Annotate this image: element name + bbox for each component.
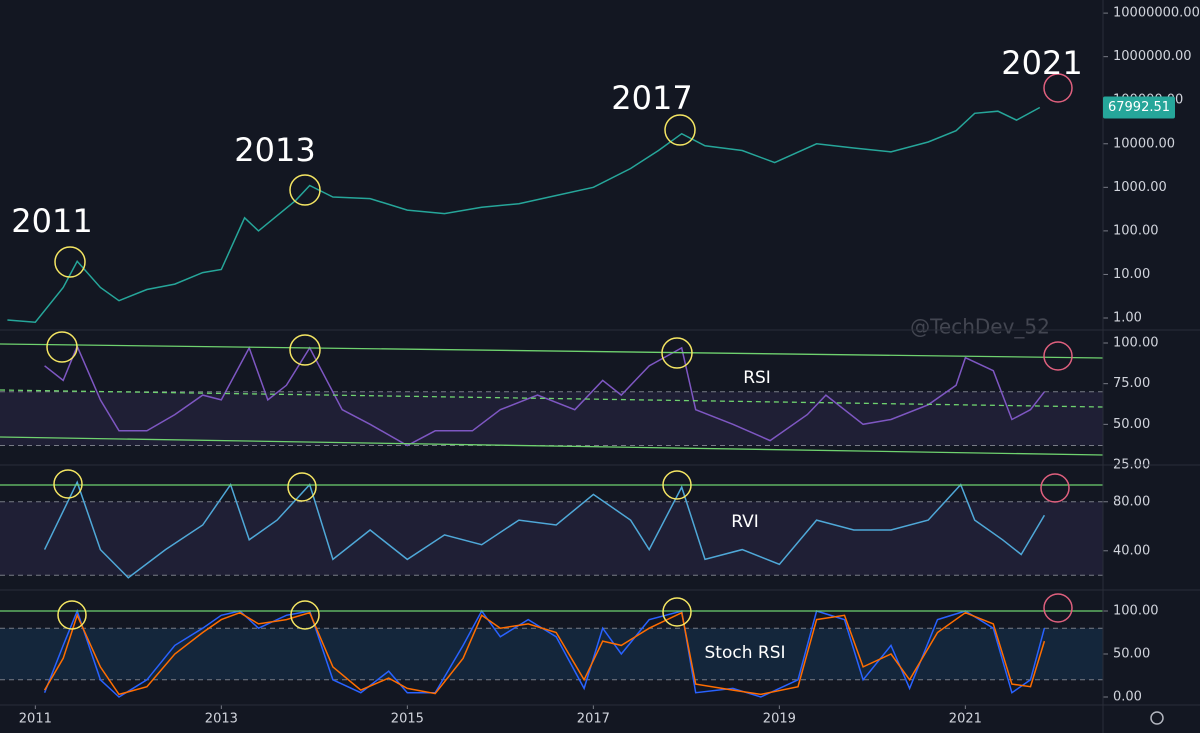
last-price-label: 67992.51 xyxy=(1108,100,1170,115)
annotation: 2011 xyxy=(11,202,92,240)
annotation: 2013 xyxy=(234,131,315,169)
y-tick-label: 50.00 xyxy=(1113,646,1150,661)
x-tick-label: 2019 xyxy=(763,712,796,727)
x-tick-label: 2017 xyxy=(577,712,610,727)
circle xyxy=(46,331,78,363)
y-tick-label: 100.00 xyxy=(1113,336,1159,351)
y-tick-label: 10.00 xyxy=(1113,267,1150,282)
series-line xyxy=(7,106,1041,323)
series-line xyxy=(43,480,1046,579)
rsi-pane xyxy=(0,330,1103,465)
y-tick-label: 50.00 xyxy=(1113,417,1150,432)
circle xyxy=(287,472,317,502)
settings-icon[interactable] xyxy=(1150,711,1164,725)
series-line xyxy=(43,608,1046,698)
watermark: @TechDev_52 xyxy=(910,315,1050,339)
circle xyxy=(661,337,693,369)
circle xyxy=(54,246,86,278)
y-tick-label: 1000000.00 xyxy=(1113,49,1192,64)
band-fill xyxy=(0,501,1103,576)
x-tick-label: 2013 xyxy=(205,712,238,727)
annotation: 2021 xyxy=(1001,44,1082,82)
marks: @TechDev_52 1.00 10.00 100.00 1000.00 10000.0… xyxy=(0,6,1200,727)
trend-lines xyxy=(0,343,1104,612)
last-price-box xyxy=(1103,96,1175,119)
x-tick-label: 2011 xyxy=(19,712,52,727)
circles xyxy=(46,73,1073,630)
pane-label: Stoch RSI xyxy=(705,643,786,663)
x-tick-label: 2015 xyxy=(391,712,424,727)
x-tick-label: 2021 xyxy=(949,712,982,727)
y-tick-label: 75.00 xyxy=(1113,376,1150,391)
circle xyxy=(662,597,692,627)
y-tick-label: 10000.00 xyxy=(1113,136,1175,151)
circle xyxy=(57,600,87,630)
series-line xyxy=(43,611,1046,696)
series-line xyxy=(44,344,1045,447)
circle xyxy=(53,469,83,499)
y-tick-label: 100.00 xyxy=(1113,223,1159,238)
circle xyxy=(1040,473,1070,503)
circle xyxy=(290,600,320,630)
y-tick-label: 40.00 xyxy=(1113,543,1150,558)
overlay: 2011 2013 2017 2021 67992.51 RSI RVI Stoch RSI xyxy=(11,44,1175,663)
pane-label: RVI xyxy=(731,512,759,532)
y-tick-label: 100.00 xyxy=(1113,603,1159,618)
y-tick-label: 1.00 xyxy=(1113,310,1142,325)
annotation: 2017 xyxy=(611,79,692,117)
trend-line xyxy=(0,389,1104,408)
y-tick-label: 1000.00 xyxy=(1113,180,1167,195)
pane-label: RSI xyxy=(743,368,771,388)
circle xyxy=(664,114,696,146)
circle xyxy=(1043,593,1073,623)
y-tick-label: 10000000.00 xyxy=(1113,6,1200,21)
y-tick-label: 0.00 xyxy=(1113,690,1142,705)
trend-line xyxy=(0,343,1104,359)
circle xyxy=(662,470,692,500)
circle xyxy=(289,334,321,366)
trend-line xyxy=(0,436,1104,456)
y-tick-label: 80.00 xyxy=(1113,494,1150,509)
band-fill xyxy=(0,628,1103,680)
circle xyxy=(1043,341,1073,371)
circle xyxy=(289,174,321,206)
circle xyxy=(1043,73,1073,103)
